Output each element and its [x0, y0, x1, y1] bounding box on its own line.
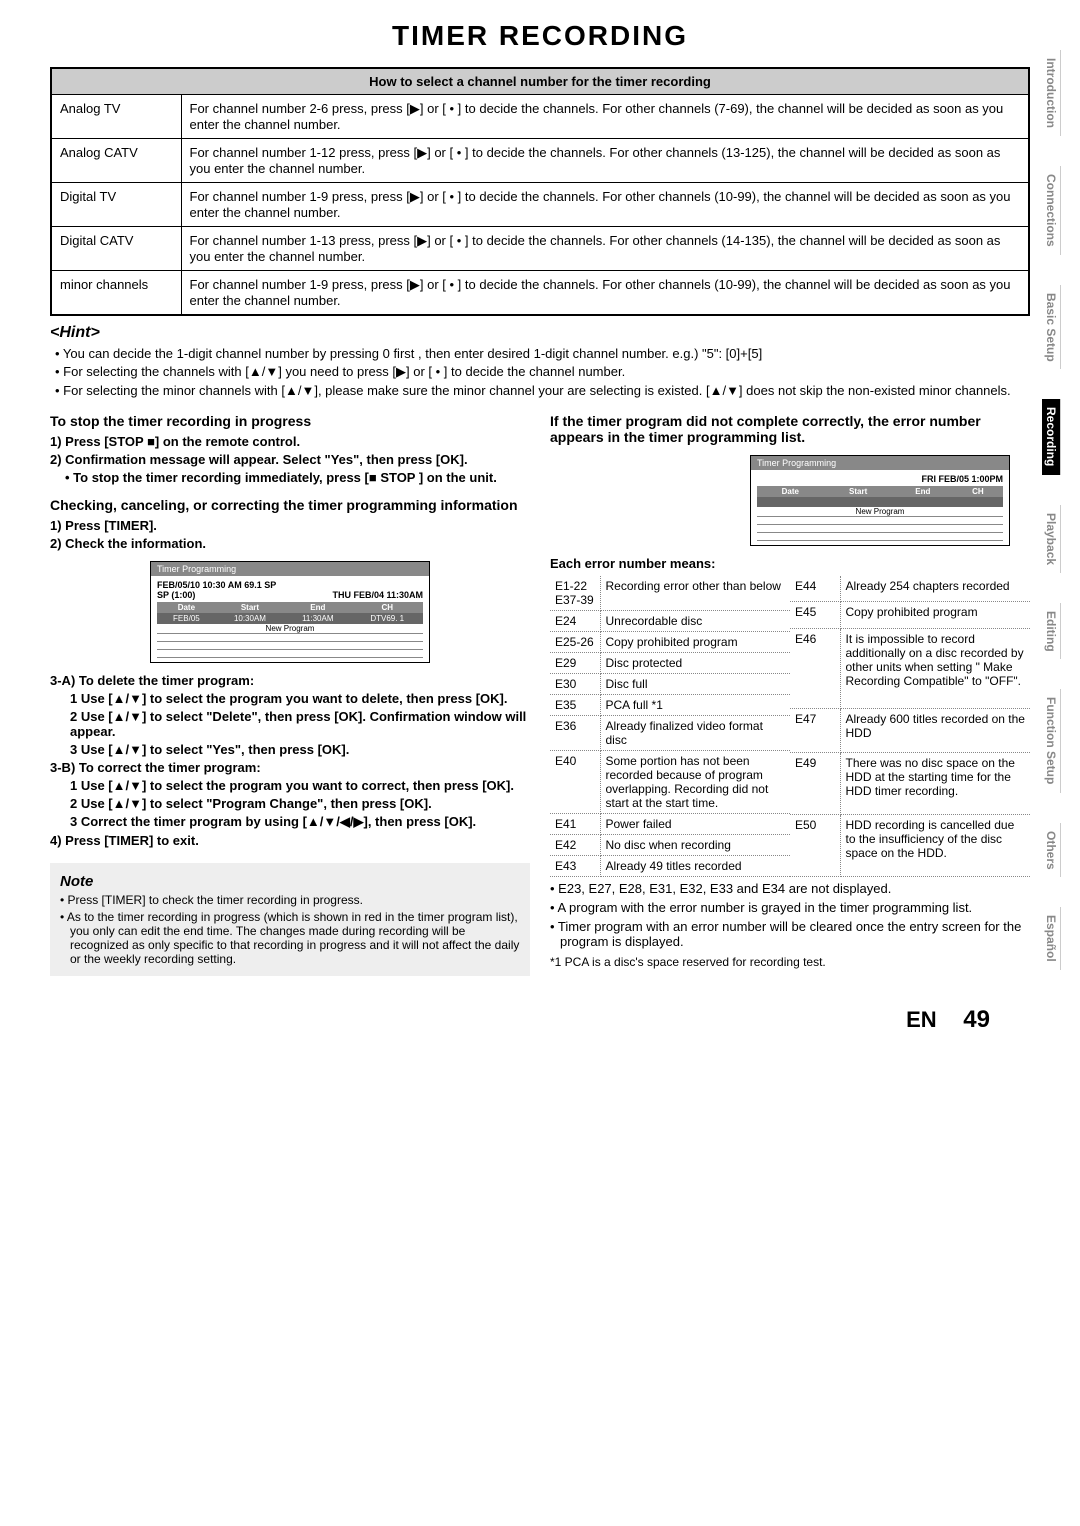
table-row: Analog TVFor channel number 2-6 press, p… [51, 95, 1029, 139]
substep-text: 1 Use [▲/▼] to select the program you wa… [70, 691, 530, 706]
page-content: TIMER RECORDING How to select a channel … [0, 0, 1080, 1054]
channel-selection-table: How to select a channel number for the t… [50, 67, 1030, 316]
stop-title: To stop the timer recording in progress [50, 413, 530, 429]
error-table-left: E1-22 E37-39Recording error other than b… [550, 576, 790, 877]
note-box: Note • Press [TIMER] to check the timer … [50, 863, 530, 976]
note-item: • As to the timer recording in progress … [60, 910, 520, 966]
tab-recording: Recording [1042, 399, 1061, 474]
error-title: If the timer program did not complete co… [550, 413, 1030, 445]
substep-text: 2 Use [▲/▼] to select "Program Change", … [70, 796, 530, 811]
substep-text: 1 Use [▲/▼] to select the program you wa… [70, 778, 530, 793]
hint-list: • You can decide the 1-digit channel num… [55, 346, 1030, 398]
table-row: Digital TVFor channel number 1-9 press, … [51, 183, 1029, 227]
right-column: If the timer program did not complete co… [550, 413, 1030, 976]
footer-lang: EN [906, 1007, 937, 1032]
step-text: • To stop the timer recording immediatel… [65, 470, 530, 485]
tab-function-setup: Function Setup [1042, 689, 1061, 792]
tab-editing: Editing [1042, 603, 1061, 660]
step-text: 2) Check the information. [50, 536, 530, 551]
substep-text: 3 Correct the timer program by using [▲/… [70, 814, 530, 830]
page-footer: EN 49 [50, 1006, 1030, 1034]
tab-espanol: Español [1042, 907, 1061, 970]
step-text: 1) Press [STOP ■] on the remote control. [50, 434, 530, 449]
bottom-note-item: • E23, E27, E28, E31, E32, E33 and E34 a… [550, 881, 1030, 896]
tab-others: Others [1042, 823, 1061, 878]
note-title: Note [60, 873, 520, 890]
substep-text: 3 Use [▲/▼] to select "Yes", then press … [70, 742, 530, 757]
left-column: To stop the timer recording in progress … [50, 413, 530, 976]
hint-title: <Hint> [50, 324, 1030, 342]
table-header: How to select a channel number for the t… [51, 68, 1029, 95]
step-text: 3-A) To delete the timer program: [50, 673, 530, 688]
check-title: Checking, canceling, or correcting the t… [50, 497, 530, 513]
hint-item: • You can decide the 1-digit channel num… [55, 346, 1030, 361]
side-navigation: Introduction Connections Basic Setup Rec… [1042, 50, 1072, 1000]
substep-text: 2 Use [▲/▼] to select "Delete", then pre… [70, 709, 530, 739]
tab-basic-setup: Basic Setup [1042, 285, 1061, 370]
step-text: 1) Press [TIMER]. [50, 518, 530, 533]
hint-item: • For selecting the minor channels with … [55, 383, 1030, 398]
bottom-note-item: *1 PCA is a disc's space reserved for re… [550, 955, 1030, 969]
footer-page-number: 49 [963, 1006, 990, 1033]
table-row: minor channelsFor channel number 1-9 pre… [51, 271, 1029, 316]
timer-programming-box-error: Timer Programming FRI FEB/05 1:00PM Date… [750, 455, 1010, 546]
step-text: 3-B) To correct the timer program: [50, 760, 530, 775]
table-row: Digital CATVFor channel number 1-13 pres… [51, 227, 1029, 271]
step-text: 2) Confirmation message will appear. Sel… [50, 452, 530, 467]
bottom-note-item: • Timer program with an error number wil… [550, 919, 1030, 949]
tab-introduction: Introduction [1042, 50, 1061, 136]
tab-playback: Playback [1042, 505, 1061, 573]
page-title: TIMER RECORDING [50, 20, 1030, 52]
timer-box-header: Timer Programming [751, 456, 1009, 470]
hint-item: • For selecting the channels with [▲/▼] … [55, 364, 1030, 380]
tab-connections: Connections [1042, 166, 1061, 255]
table-row: Analog CATVFor channel number 1-12 press… [51, 139, 1029, 183]
bottom-notes: • E23, E27, E28, E31, E32, E33 and E34 a… [550, 881, 1030, 969]
step-text: 4) Press [TIMER] to exit. [50, 833, 530, 848]
error-table-right: E44Already 254 chapters recorded E45Copy… [790, 576, 1030, 877]
bottom-note-item: • A program with the error number is gra… [550, 900, 1030, 915]
error-means-label: Each error number means: [550, 556, 1030, 571]
timer-box-header: Timer Programming [151, 562, 429, 576]
timer-programming-box: Timer Programming FEB/05/10 10:30 AM 69.… [150, 561, 430, 663]
note-item: • Press [TIMER] to check the timer recor… [60, 893, 520, 907]
